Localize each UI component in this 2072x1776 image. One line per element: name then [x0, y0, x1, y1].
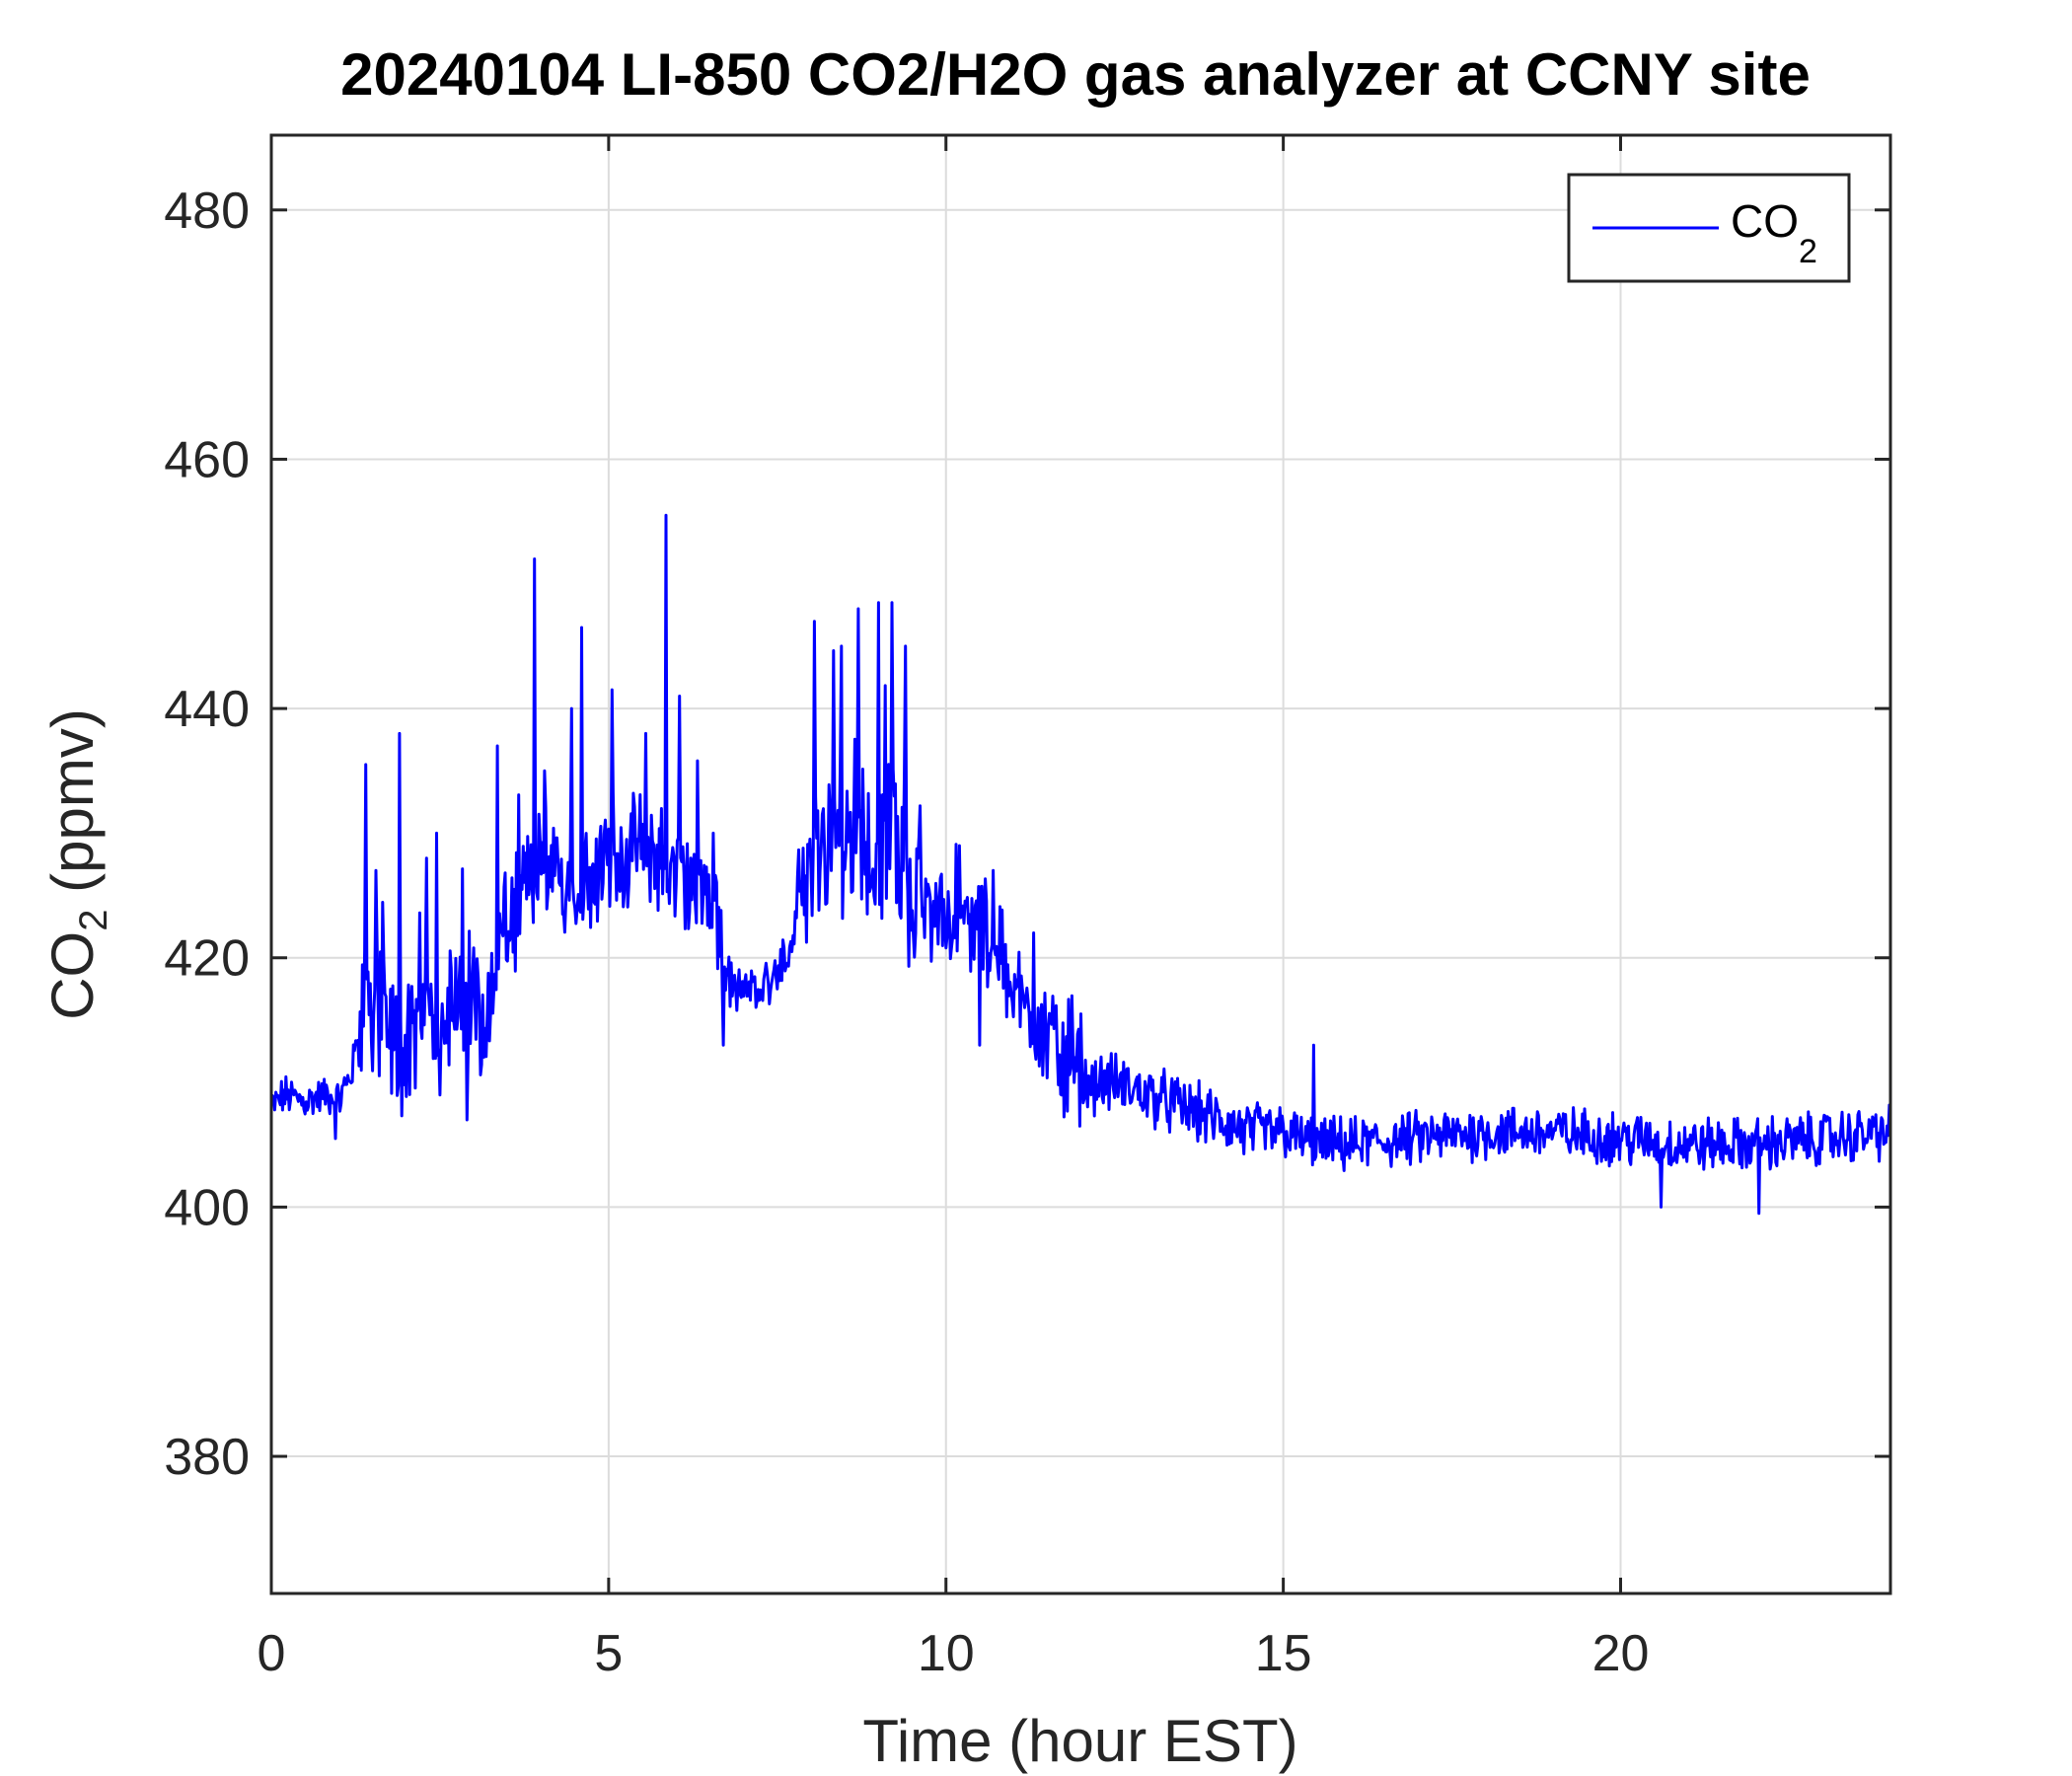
y-tick-label-440: 440	[164, 681, 250, 738]
legend: CO2	[1567, 173, 1851, 283]
y-tick-label-460: 460	[164, 431, 250, 488]
co2-series-line	[269, 513, 1892, 1216]
axis-ticks	[269, 135, 1890, 1593]
x-tick-label-20: 20	[1592, 1625, 1650, 1682]
legend-entry-base: CO	[1731, 195, 1799, 247]
chart-title: 20240104 LI-850 CO2/H2O gas analyzer at …	[340, 41, 1811, 108]
y-axis-label: CO2 (ppmv)	[39, 708, 115, 1020]
y-axis-label-base: CO	[39, 931, 106, 1020]
legend-entry-co2: CO2	[1731, 195, 1817, 270]
y-axis-label-unit: (ppmv)	[39, 708, 106, 909]
y-axis-tick-labels: 380 400 420 440 460 480	[164, 183, 250, 1486]
x-axis-tick-labels: 0 5 10 15 20	[258, 1625, 1650, 1682]
y-tick-label-480: 480	[164, 183, 250, 240]
x-tick-label-0: 0	[258, 1625, 286, 1682]
legend-entry-subscript: 2	[1799, 233, 1817, 270]
x-tick-label-15: 15	[1255, 1625, 1312, 1682]
x-axis-label: Time (hour EST)	[862, 1708, 1297, 1774]
plot-frame	[269, 133, 1892, 1595]
y-axis-label-subscript: 2	[72, 910, 115, 931]
y-tick-label-380: 380	[164, 1429, 250, 1486]
x-tick-label-5: 5	[594, 1625, 623, 1682]
y-tick-label-400: 400	[164, 1179, 250, 1236]
plot-data	[269, 513, 1892, 1216]
x-tick-label-10: 10	[918, 1625, 975, 1682]
y-tick-label-420: 420	[164, 930, 250, 988]
